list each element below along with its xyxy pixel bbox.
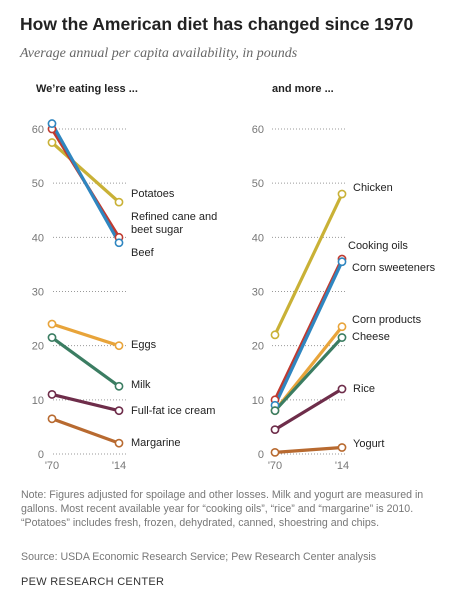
data-point bbox=[47, 333, 57, 342]
y-tick-label: 60 bbox=[252, 124, 264, 136]
y-tick-label: 10 bbox=[32, 395, 44, 407]
x-tick-label: '70 bbox=[45, 460, 59, 472]
y-tick-label: 30 bbox=[32, 287, 44, 299]
series-label: Eggs bbox=[131, 339, 157, 351]
y-tick-label: 20 bbox=[32, 341, 44, 353]
x-tick-label: '14 bbox=[335, 460, 349, 472]
y-tick-label: 20 bbox=[252, 341, 264, 353]
series-label: Corn sweeteners bbox=[352, 262, 436, 274]
y-tick-label: 10 bbox=[252, 395, 264, 407]
y-tick-label: 50 bbox=[32, 178, 44, 190]
series-label: Margarine bbox=[131, 437, 181, 449]
series-line bbox=[50, 322, 121, 348]
data-point bbox=[114, 438, 124, 448]
data-point bbox=[270, 406, 280, 416]
data-point bbox=[270, 447, 280, 457]
y-tick-label: 40 bbox=[32, 232, 44, 244]
series-label: Yogurt bbox=[353, 438, 384, 450]
chart-source: Source: USDA Economic Research Service; … bbox=[21, 551, 377, 563]
y-tick-label: 0 bbox=[38, 449, 44, 461]
data-point bbox=[337, 443, 347, 452]
brand-logo-text: PEW RESEARCH CENTER bbox=[21, 576, 165, 588]
series-line bbox=[50, 417, 121, 445]
series-line bbox=[50, 392, 121, 413]
data-point bbox=[47, 138, 57, 147]
data-point bbox=[47, 414, 57, 424]
data-point bbox=[114, 341, 124, 351]
data-point bbox=[47, 319, 57, 329]
data-point bbox=[270, 425, 280, 435]
data-point bbox=[114, 406, 124, 416]
panel-title-more: and more ... bbox=[272, 83, 334, 95]
data-point bbox=[337, 333, 347, 342]
y-tick-label: 40 bbox=[252, 232, 264, 244]
chart-title: How the American diet has changed since … bbox=[20, 14, 414, 34]
y-tick-label: 0 bbox=[258, 449, 264, 461]
data-point bbox=[337, 189, 347, 199]
chart-note: Note: Figures adjusted for spoilage and … bbox=[21, 489, 424, 529]
panel-title-less: We’re eating less ... bbox=[36, 83, 138, 95]
x-tick-label: '70 bbox=[268, 460, 282, 472]
series-line bbox=[50, 121, 121, 245]
series-label: Cooking oils bbox=[348, 240, 408, 252]
data-point bbox=[337, 322, 347, 332]
series-label: Refined cane and beet sugar bbox=[131, 211, 217, 236]
series-label: Rice bbox=[353, 383, 375, 395]
data-point bbox=[47, 390, 57, 399]
series-line bbox=[273, 387, 344, 432]
series-line bbox=[273, 335, 344, 413]
x-tick-label: '14 bbox=[112, 460, 126, 472]
y-tick-label: 60 bbox=[32, 124, 44, 136]
series-line bbox=[50, 335, 121, 388]
data-point bbox=[114, 197, 124, 207]
series-label: Milk bbox=[131, 379, 151, 391]
data-point bbox=[47, 119, 57, 128]
chart-subtitle: Average annual per capita availability, … bbox=[20, 46, 298, 61]
series-label: Cheese bbox=[352, 331, 390, 343]
data-point bbox=[270, 330, 280, 340]
data-point bbox=[114, 381, 124, 391]
series-label: Chicken bbox=[353, 182, 393, 194]
data-point bbox=[337, 257, 347, 267]
chart-plot-area: 0 10 20 30 40 50 60 '70 '14 Potatoes Refined cane … bbox=[32, 119, 436, 472]
series-line bbox=[273, 445, 344, 454]
series-label: Full-fat ice cream bbox=[131, 405, 215, 417]
series-line bbox=[273, 260, 344, 407]
y-tick-label: 30 bbox=[252, 287, 264, 299]
series-label: Potatoes bbox=[131, 188, 175, 200]
y-tick-label: 50 bbox=[252, 178, 264, 190]
series-line bbox=[50, 140, 121, 204]
series-line bbox=[273, 192, 344, 337]
data-point bbox=[114, 238, 124, 248]
series-label: Corn products bbox=[352, 314, 422, 326]
series-label: Beef bbox=[131, 247, 155, 259]
data-point bbox=[337, 384, 347, 394]
